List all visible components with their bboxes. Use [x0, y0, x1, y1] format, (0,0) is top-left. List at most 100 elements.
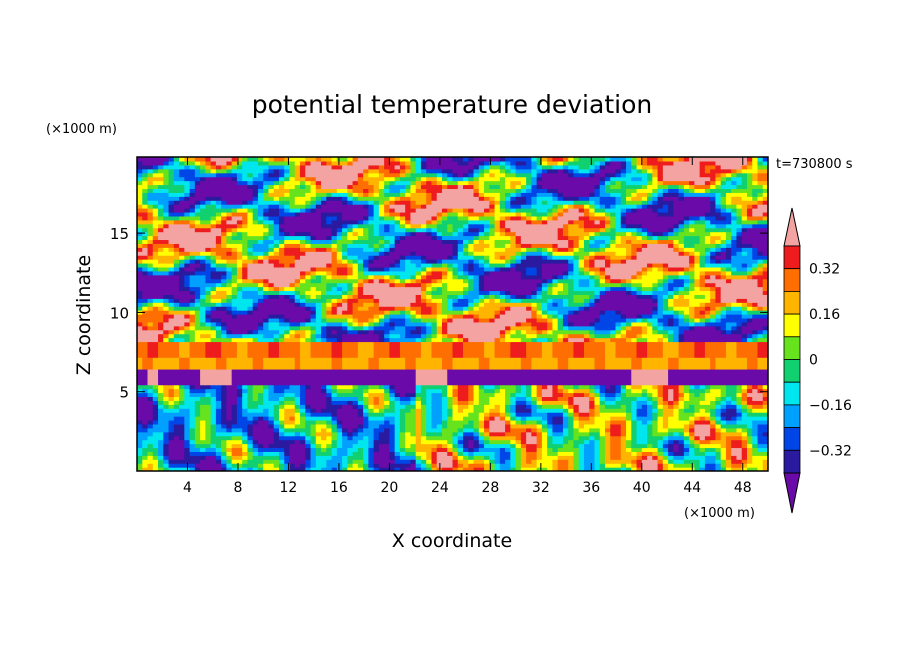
field-cell: [315, 392, 322, 398]
field-cell: [494, 459, 501, 464]
field-cell: [510, 431, 517, 437]
field-cell: [725, 435, 732, 441]
field-cell: [452, 329, 459, 335]
field-cell: [626, 372, 632, 378]
field-cell: [657, 345, 664, 350]
field-cell: [478, 368, 485, 374]
field-cell: [468, 431, 475, 437]
field-cell: [278, 392, 285, 398]
field-cell: [668, 388, 674, 394]
field-cell: [137, 412, 143, 417]
field-cell: [405, 310, 412, 315]
field-cell: [652, 372, 659, 378]
field-cell: [568, 321, 575, 327]
field-cell: [300, 357, 306, 362]
field-cell: [536, 423, 543, 429]
field-cell: [731, 423, 738, 429]
field-cell: [242, 325, 249, 331]
field-cell: [746, 412, 753, 417]
field-cell: [568, 416, 575, 421]
field-cell: [536, 314, 543, 319]
field-cell: [389, 447, 396, 452]
field-cell: [741, 439, 748, 445]
field-cell: [699, 408, 706, 413]
field-cell: [526, 443, 532, 449]
field-cell: [257, 404, 264, 409]
field-cell: [315, 435, 322, 441]
field-cell: [173, 321, 180, 327]
field-cell: [762, 361, 768, 366]
field-cell: [562, 392, 569, 398]
field-cell: [594, 455, 601, 460]
field-cell: [662, 329, 669, 335]
field-cell: [342, 455, 348, 460]
field-cell: [557, 372, 564, 378]
field-cell: [752, 376, 759, 382]
field-cell: [326, 349, 333, 354]
field-cell: [489, 404, 496, 409]
field-cell: [300, 384, 306, 390]
field-cell: [410, 412, 417, 417]
field-cell: [278, 419, 285, 425]
field-cell: [599, 451, 606, 456]
field-cell: [620, 353, 627, 358]
field-cell: [189, 376, 196, 382]
field-cell: [336, 392, 343, 398]
field-cell: [452, 455, 459, 460]
field-cell: [326, 345, 333, 350]
field-cell: [752, 408, 759, 413]
field-cell: [342, 317, 348, 323]
field-cell: [752, 439, 759, 445]
field-cell: [704, 408, 711, 413]
field-cell: [741, 345, 748, 350]
field-cell: [720, 459, 727, 464]
field-cell: [336, 361, 343, 366]
field-cell: [389, 467, 396, 471]
field-cell: [441, 345, 448, 350]
field-cell: [441, 427, 448, 433]
field-cell: [315, 341, 322, 346]
field-cell: [526, 451, 532, 456]
field-cell: [436, 349, 443, 354]
field-cell: [515, 372, 522, 378]
field-cell: [163, 439, 170, 445]
field-cell: [257, 345, 264, 350]
field-cell: [357, 310, 364, 315]
field-cell: [441, 439, 448, 445]
field-cell: [552, 400, 559, 405]
field-cell: [715, 412, 722, 417]
field-cell: [420, 443, 427, 449]
field-cell: [531, 349, 538, 354]
field-cell: [152, 431, 159, 437]
field-cell: [494, 317, 501, 323]
field-cell: [263, 376, 270, 382]
field-cell: [247, 408, 254, 413]
field-cell: [604, 329, 611, 335]
field-cell: [720, 423, 727, 429]
field-cell: [499, 372, 506, 378]
field-cell: [289, 329, 296, 335]
field-cell: [357, 306, 364, 311]
field-cell: [520, 349, 527, 354]
field-cell: [342, 345, 348, 350]
field-cell: [331, 333, 338, 339]
field-cell: [715, 321, 722, 327]
field-cell: [615, 376, 622, 382]
field-cell: [473, 423, 480, 429]
field-cell: [725, 341, 732, 346]
field-cell: [594, 314, 601, 319]
field-cell: [205, 427, 212, 433]
field-cell: [268, 365, 275, 370]
field-cell: [762, 317, 768, 323]
field-cell: [394, 341, 401, 346]
field-cell: [573, 361, 580, 366]
field-cell: [394, 392, 401, 398]
field-cell: [568, 310, 575, 315]
field-cell: [578, 388, 585, 394]
field-cell: [436, 439, 443, 445]
field-cell: [158, 357, 164, 362]
field-cell: [652, 467, 659, 471]
field-cell: [189, 404, 196, 409]
field-cell: [231, 455, 238, 460]
field-cell: [363, 412, 369, 417]
